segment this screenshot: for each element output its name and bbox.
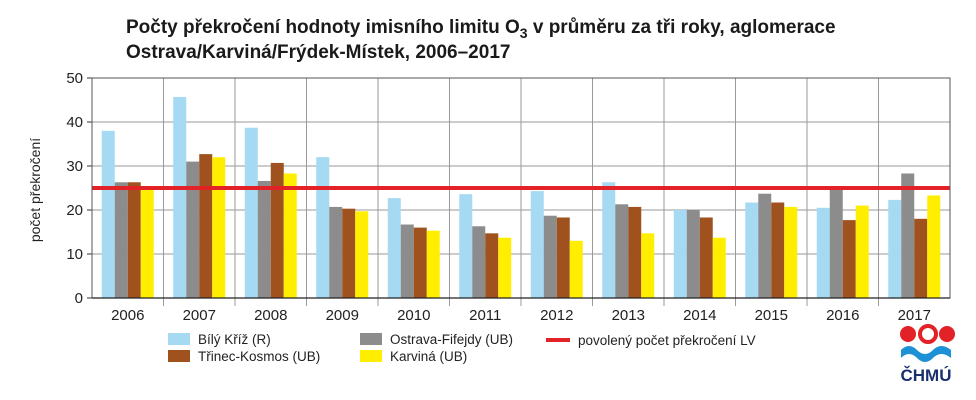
bar bbox=[355, 211, 369, 298]
bar bbox=[914, 218, 928, 298]
x-tick-label: 2015 bbox=[755, 307, 788, 324]
logo-circle-middle bbox=[918, 324, 938, 344]
bar bbox=[316, 157, 330, 298]
bar bbox=[199, 154, 213, 298]
bar bbox=[342, 208, 356, 298]
bar bbox=[699, 217, 713, 298]
logo-circle-right bbox=[939, 326, 955, 342]
legend-label: Karviná (UB) bbox=[390, 349, 467, 364]
bar bbox=[673, 210, 687, 298]
y-tick-label: 30 bbox=[66, 158, 83, 175]
bar bbox=[758, 193, 772, 298]
bar bbox=[485, 233, 499, 298]
x-tick-label: 2014 bbox=[683, 307, 716, 324]
x-tick-label: 2007 bbox=[183, 307, 216, 324]
chmi-logo: ČHMÚ bbox=[900, 324, 955, 385]
bar bbox=[816, 207, 830, 298]
y-axis-label: počet překročení bbox=[27, 138, 43, 242]
bar bbox=[745, 202, 759, 298]
bar bbox=[329, 206, 343, 298]
bar bbox=[186, 161, 200, 298]
y-tick-label: 0 bbox=[75, 290, 83, 307]
axes: 0 10 20 30 40 50 2006 2007 2008 2009 2010 2011 2012 2… bbox=[66, 70, 951, 324]
x-tick-label: 2012 bbox=[540, 307, 573, 324]
x-tick-label: 2010 bbox=[397, 307, 430, 324]
y-tick-label: 50 bbox=[66, 70, 83, 87]
bar bbox=[283, 173, 297, 298]
logo-circle-left bbox=[900, 326, 916, 342]
x-tick-label: 2016 bbox=[826, 307, 859, 324]
legend-swatch bbox=[168, 333, 190, 345]
x-tick-label: 2013 bbox=[612, 307, 645, 324]
x-tick-label: 2008 bbox=[254, 307, 287, 324]
bar bbox=[257, 180, 271, 298]
bar bbox=[212, 157, 226, 298]
legend-swatch bbox=[360, 350, 382, 362]
bar bbox=[173, 96, 187, 298]
bar bbox=[771, 202, 785, 298]
bar bbox=[602, 182, 616, 298]
bar bbox=[400, 224, 414, 298]
bar bbox=[244, 127, 258, 298]
legend-label: Bílý Kříž (R) bbox=[198, 332, 271, 347]
bar bbox=[472, 226, 486, 298]
bar bbox=[888, 199, 902, 298]
bar bbox=[615, 204, 629, 298]
logo-text: ČHMÚ bbox=[901, 366, 952, 385]
legend-label: Třinec-Kosmos (UB) bbox=[198, 349, 320, 364]
x-tick-label: 2017 bbox=[898, 307, 931, 324]
bar bbox=[270, 162, 284, 298]
y-tick-label: 10 bbox=[66, 246, 83, 263]
bar bbox=[498, 237, 512, 298]
bar bbox=[556, 217, 570, 298]
bar bbox=[413, 227, 427, 298]
y-tick-label: 40 bbox=[66, 114, 83, 131]
x-tick-label: 2006 bbox=[111, 307, 144, 324]
bar bbox=[101, 130, 115, 298]
bar bbox=[855, 205, 869, 298]
legend-swatch bbox=[360, 333, 382, 345]
bar bbox=[712, 237, 726, 298]
bars bbox=[101, 96, 941, 298]
legend: Bílý Kříž (R) Ostrava-Fifejdy (UB) povolen… bbox=[168, 332, 756, 364]
legend-swatch bbox=[168, 350, 190, 362]
legend-label: Ostrava-Fifejdy (UB) bbox=[390, 332, 513, 347]
chart-title-line2: Ostrava/Karviná/Frýdek-Místek, 2006–2017 bbox=[126, 42, 510, 63]
x-tick-label: 2011 bbox=[469, 307, 501, 324]
y-tick-label: 20 bbox=[66, 202, 83, 219]
bar bbox=[127, 182, 141, 298]
bar bbox=[641, 233, 655, 298]
bar bbox=[459, 194, 473, 298]
bar bbox=[543, 215, 557, 298]
bar bbox=[829, 188, 843, 298]
bar bbox=[842, 220, 856, 298]
bar bbox=[140, 186, 154, 298]
bar bbox=[569, 240, 583, 298]
bar bbox=[530, 191, 544, 298]
logo-wave bbox=[901, 346, 951, 362]
x-tick-label: 2009 bbox=[326, 307, 359, 324]
chart-title-line1: Počty překročení hodnoty imisního limitu… bbox=[126, 17, 836, 41]
bar bbox=[927, 195, 941, 298]
bar bbox=[628, 206, 642, 298]
bar bbox=[387, 198, 401, 298]
legend-label: povolený počet překročení LV bbox=[578, 333, 756, 348]
bar bbox=[784, 206, 798, 298]
bar bbox=[114, 182, 128, 298]
bar bbox=[426, 230, 440, 298]
bar bbox=[901, 173, 915, 298]
bar bbox=[686, 210, 700, 298]
